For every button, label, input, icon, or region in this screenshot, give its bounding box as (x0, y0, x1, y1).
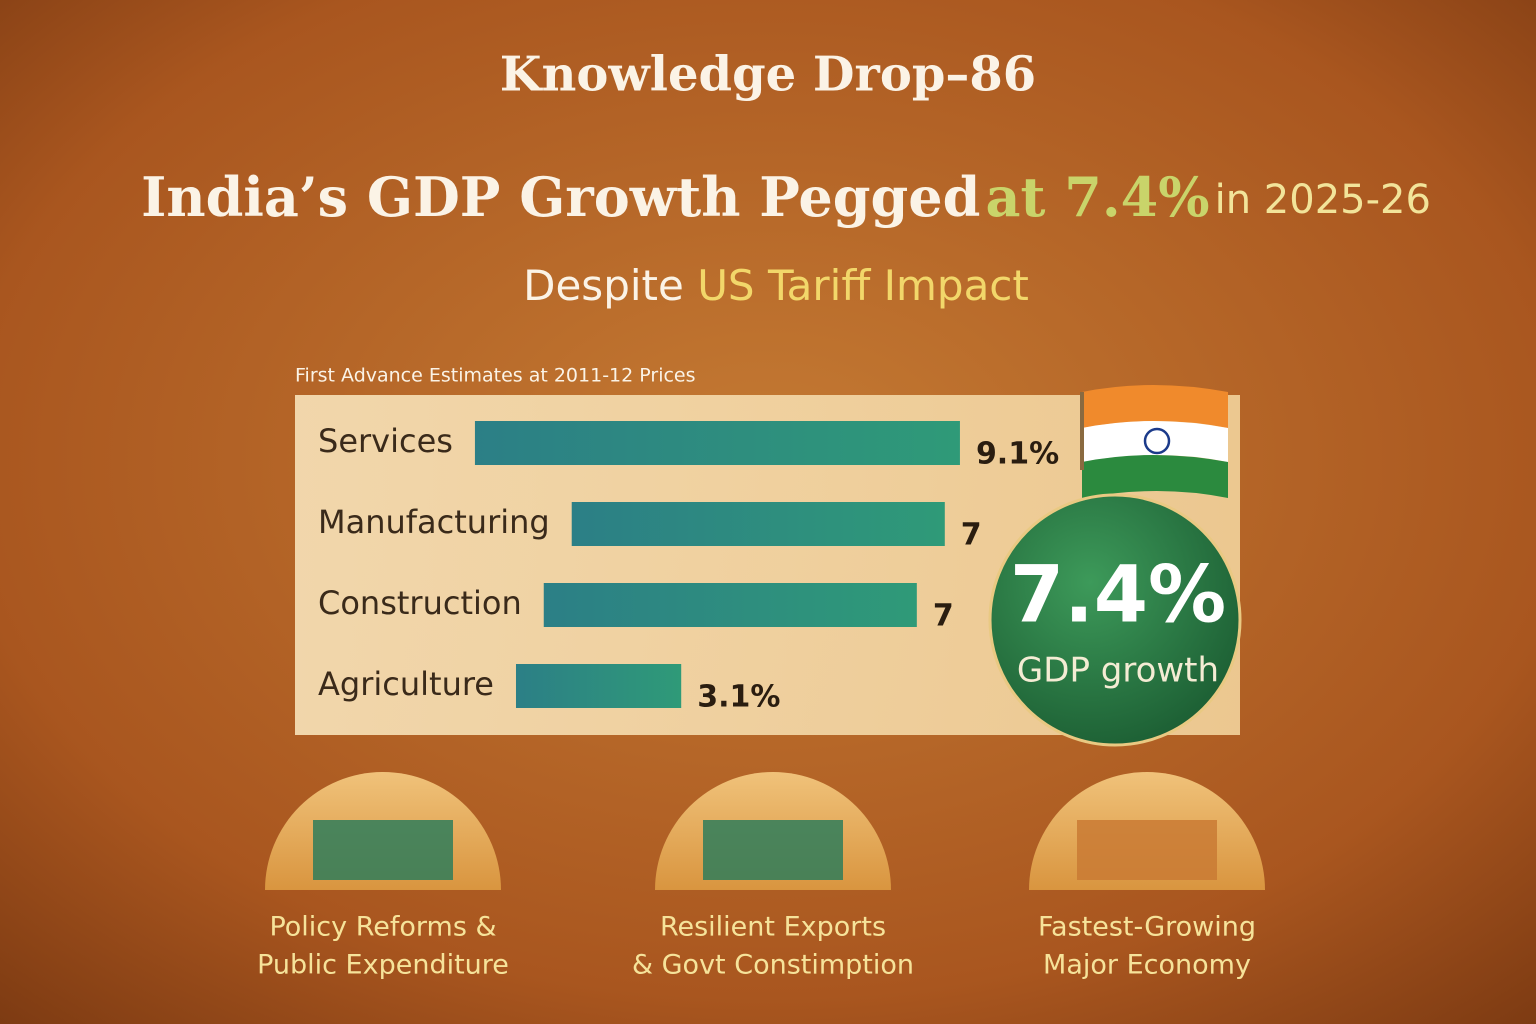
bar (543, 583, 917, 627)
flag (1080, 385, 1228, 498)
features: Policy Reforms & Public Expenditure Resili… (257, 772, 1265, 981)
subtitle-part: US Tariff Impact (697, 261, 1029, 310)
value-label: 7 (961, 518, 982, 553)
feature-caption: Major Economy (1043, 950, 1251, 981)
headline-part: India’s GDP Growth Pegged (141, 165, 980, 229)
headline-part: at 7.4% (986, 165, 1210, 229)
subtitle-part: Despite (523, 261, 684, 310)
bar (474, 421, 960, 465)
headline: India’s GDP Growth Pegged at 7.4% in 202… (141, 165, 1431, 229)
feature-caption: & Govt Constimption (632, 950, 914, 981)
value-label: 7 (933, 599, 954, 634)
bar (571, 502, 945, 546)
feature-caption: Public Expenditure (257, 950, 509, 981)
bar-group: Services 9.1% Manufacturing 7 Construction 7 A… (318, 421, 1059, 715)
feature-caption: Resilient Exports (660, 912, 886, 943)
bar (515, 664, 682, 708)
badge-label: GDP growth (1017, 651, 1219, 691)
category-label: Construction (318, 584, 522, 622)
feature-icon-detail (313, 820, 453, 880)
value-label: 9.1% (976, 437, 1059, 472)
feature-icon-detail (1077, 820, 1217, 880)
headline-part: in 2025-26 (1215, 177, 1431, 223)
badge (988, 493, 1242, 747)
category-label: Services (318, 422, 453, 460)
category-label: Agriculture (318, 665, 494, 703)
chart-title: First Advance Estimates at 2011-12 Price… (295, 365, 696, 387)
kicker: Knowledge Drop–86 (500, 47, 1036, 103)
feature-caption: Policy Reforms & (269, 912, 496, 943)
subtitle: Despite US Tariff Impact (523, 261, 1029, 310)
category-label: Manufacturing (318, 503, 550, 541)
feature-caption: Fastest-Growing (1038, 912, 1256, 943)
feature-icon-detail (703, 820, 843, 880)
value-label: 3.1% (697, 680, 780, 715)
badge-value: 7.4% (1010, 550, 1226, 640)
